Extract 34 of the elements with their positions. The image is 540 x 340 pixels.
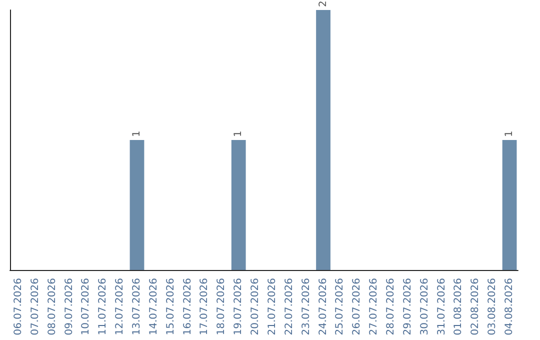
x-tick-label: 16.07.2026 [182,278,194,336]
x-tick-label: 28.07.2026 [386,278,396,336]
x-tick-label: 21.07.2026 [266,278,278,336]
x-tick-label: 07.07.2026 [30,278,41,336]
x-tick-label: 11.07.2026 [98,278,109,336]
x-tick-label: 26.07.2026 [352,278,363,336]
x-tick-label: 12.07.2026 [114,278,126,336]
x-tick-label: 14.07.2026 [148,278,160,336]
x-tick-label: 19.07.2026 [233,278,244,336]
x-tick-label: 25.07.2026 [334,278,346,336]
x-tick-label: 13.07.2026 [132,278,142,336]
data-label: 2 [318,0,329,7]
x-tick-label: 02.08.2026 [470,278,482,336]
x-tick-label: 10.07.2026 [80,278,92,336]
data-label: 1 [233,130,244,137]
x-tick-label: 22.07.2026 [284,278,295,336]
x-tick-label: 18.07.2026 [216,278,228,336]
x-tick-label: 01.08.2026 [453,278,464,336]
x-tick-label: 17.07.2026 [199,278,210,336]
x-tick-label: 08.07.2026 [46,278,58,336]
x-tick-label: 27.07.2026 [368,278,380,336]
x-tick-label: 20.07.2026 [250,278,262,336]
x-tick-label: 24.07.2026 [318,278,329,336]
x-tick-label: 15.07.2026 [165,278,176,336]
x-tick-label: 23.07.2026 [300,278,312,336]
x-tick-label: 30.07.2026 [419,278,430,336]
data-label: 1 [504,130,516,137]
x-tick-label: 29.07.2026 [402,278,414,336]
x-tick-label: 03.08.2026 [487,278,498,336]
x-tick-label: 31.07.2026 [436,278,448,336]
x-tick-label: 09.07.2026 [64,278,75,336]
x-tick-label: 06.07.2026 [12,278,24,336]
data-label: 1 [132,130,142,137]
x-tick-label: 04.08.2026 [504,278,516,336]
